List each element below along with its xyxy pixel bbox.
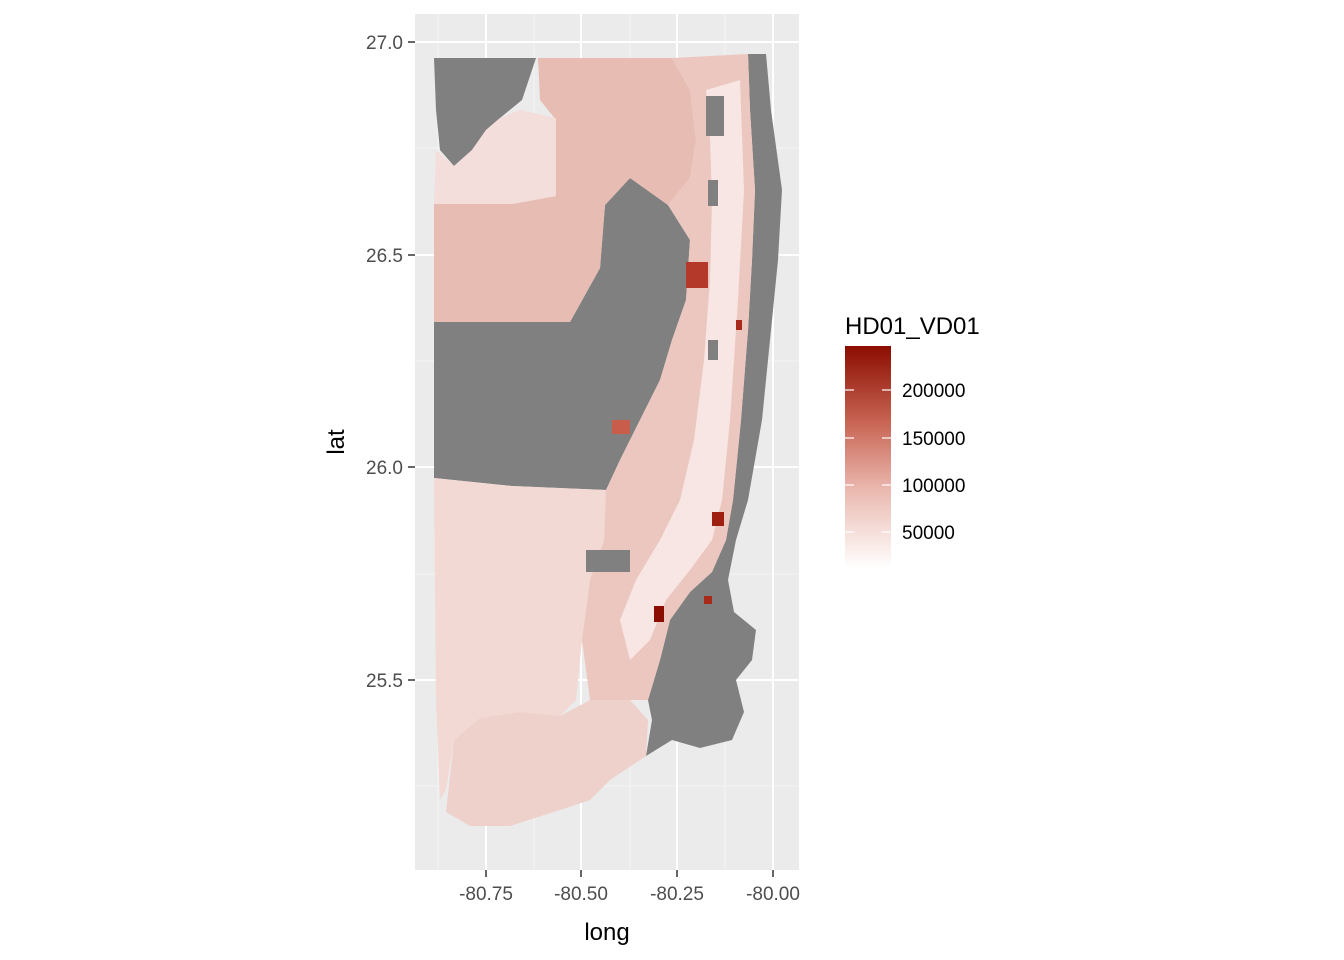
y-tick-label: 25.5 bbox=[366, 671, 403, 692]
x-tick-label: -80.75 bbox=[459, 884, 513, 905]
legend-colorbar bbox=[845, 346, 891, 568]
region-hotspot-1 bbox=[686, 262, 708, 288]
legend-break-label: 100000 bbox=[902, 476, 965, 497]
region-na-hole bbox=[586, 550, 630, 572]
y-tick-label: 26.0 bbox=[366, 458, 403, 479]
legend-break-label: 150000 bbox=[902, 429, 965, 450]
legend-ticks bbox=[845, 389, 891, 533]
region-na-hole bbox=[706, 96, 724, 136]
region-na-hole bbox=[708, 340, 718, 360]
region-hotspot-3 bbox=[654, 606, 664, 622]
x-tick-label: -80.00 bbox=[746, 884, 800, 905]
y-axis-title: lat bbox=[323, 429, 350, 455]
legend-break-label: 200000 bbox=[902, 381, 965, 402]
map-regions bbox=[434, 54, 782, 826]
region-broward-wca bbox=[434, 178, 690, 490]
x-axis-title: long bbox=[584, 919, 629, 946]
region-hotspot-2 bbox=[712, 512, 724, 526]
region-na-hole bbox=[708, 180, 718, 206]
legend-title: HD01_VD01 bbox=[845, 313, 980, 340]
x-tick-label: -80.25 bbox=[650, 884, 704, 905]
y-tick-label: 27.0 bbox=[366, 33, 403, 54]
y-axis: 27.0 26.5 26.0 25.5 bbox=[366, 33, 415, 692]
region-palm-beach-nw bbox=[434, 110, 556, 204]
region-hotspot-4 bbox=[704, 596, 712, 604]
region-hotspot-5 bbox=[736, 320, 742, 330]
legend-break-label: 50000 bbox=[902, 523, 955, 544]
region-miami-dade-west bbox=[434, 478, 606, 800]
y-tick-label: 26.5 bbox=[366, 246, 403, 267]
x-axis: -80.75 -80.50 -80.25 -80.00 bbox=[459, 870, 800, 905]
region-hotspot-6 bbox=[612, 420, 630, 434]
legend: HD01_VD01 200000 150000 100000 50000 bbox=[845, 313, 980, 568]
region-palm-beach-west bbox=[434, 58, 696, 322]
x-tick-label: -80.50 bbox=[554, 884, 608, 905]
region-ocean bbox=[646, 54, 782, 756]
region-miami-dade-south bbox=[446, 700, 648, 826]
region-palm-beach-lake bbox=[434, 58, 536, 166]
